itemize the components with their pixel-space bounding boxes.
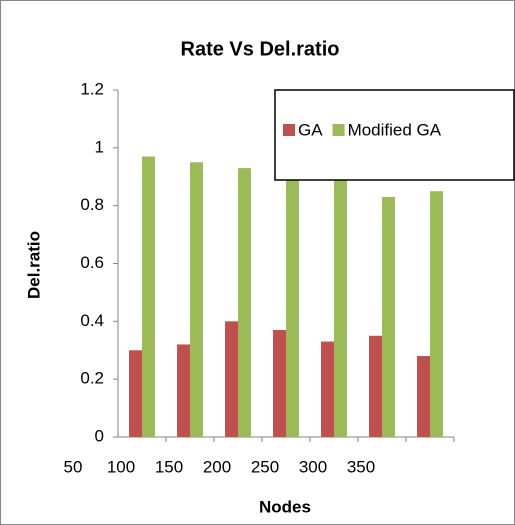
bar bbox=[382, 196, 395, 437]
x-tick-label: 300 bbox=[299, 457, 327, 476]
legend-swatch bbox=[332, 124, 345, 136]
y-tick-label: 1 bbox=[95, 137, 104, 156]
bar bbox=[238, 168, 251, 437]
x-tick-label: 200 bbox=[203, 457, 231, 476]
legend-label: GA bbox=[298, 120, 323, 139]
y-tick-label: 0 bbox=[95, 426, 104, 445]
x-tick-label: 100 bbox=[107, 457, 135, 476]
bar bbox=[177, 344, 190, 437]
x-tick-label: 50 bbox=[64, 457, 83, 476]
bar bbox=[369, 335, 382, 437]
chart-title: Rate Vs Del.ratio bbox=[181, 38, 340, 60]
bar bbox=[142, 156, 155, 437]
bar bbox=[417, 356, 430, 437]
x-axis-label: Nodes bbox=[259, 497, 311, 516]
legend-box bbox=[274, 89, 515, 181]
bar bbox=[225, 321, 238, 437]
x-tick-label: 250 bbox=[251, 457, 279, 476]
y-axis-label: Del.ratio bbox=[24, 231, 43, 299]
bar bbox=[129, 350, 142, 437]
y-tick-label: 0.4 bbox=[80, 311, 104, 330]
y-tick-label: 0.6 bbox=[80, 253, 104, 272]
bar bbox=[273, 330, 286, 437]
legend-swatch bbox=[283, 124, 295, 136]
bar bbox=[430, 191, 443, 437]
x-tick-label: 150 bbox=[155, 457, 183, 476]
y-tick-label: 1.2 bbox=[80, 79, 104, 98]
bar bbox=[190, 162, 203, 437]
bar bbox=[321, 341, 334, 437]
legend-label: Modified GA bbox=[348, 120, 442, 139]
y-tick-label: 0.8 bbox=[80, 195, 104, 214]
bar bbox=[286, 165, 299, 437]
bar bbox=[334, 170, 347, 437]
x-tick-label: 350 bbox=[347, 457, 375, 476]
y-tick-label: 0.2 bbox=[80, 369, 104, 388]
